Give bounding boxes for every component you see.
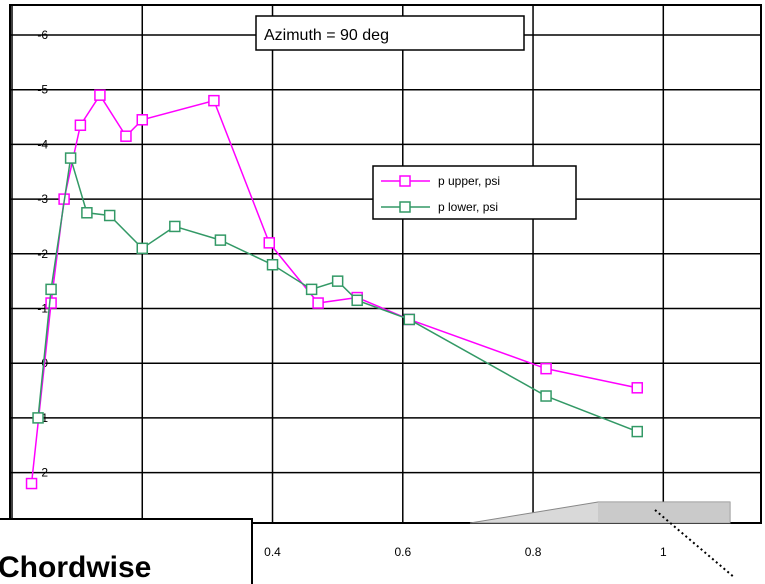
data-point (136, 242, 149, 255)
data-point (631, 425, 644, 438)
data-point (120, 130, 132, 142)
legend-marker-lower (399, 201, 411, 213)
y-tick-label: -2 (37, 247, 48, 261)
data-point (403, 313, 416, 326)
data-point (25, 477, 38, 490)
y-tick-label: 2 (41, 466, 48, 480)
y-tick-label: -6 (37, 28, 48, 42)
data-point (81, 207, 93, 219)
data-point (64, 152, 77, 164)
data-point (351, 294, 363, 307)
plot-area (9, 4, 762, 524)
y-tick-label: -3 (37, 192, 48, 206)
chordwise-label: Chordwise (0, 551, 151, 584)
legend-marker-upper (399, 175, 411, 187)
data-point (540, 362, 552, 375)
x-tick-label: 0.6 (394, 545, 411, 559)
data-point (169, 220, 181, 233)
data-point (214, 234, 227, 246)
y-tick-label: -5 (37, 83, 48, 97)
data-point (631, 382, 644, 394)
data-point (312, 297, 324, 309)
chordwise-box (0, 518, 253, 584)
x-tick-label: 0.8 (525, 545, 542, 559)
title-box (255, 15, 525, 51)
legend: p upper, psi p lower, psi (372, 165, 577, 220)
data-point (45, 297, 57, 309)
data-point (94, 89, 106, 101)
data-point (266, 258, 279, 271)
y-tick-label: 1 (41, 411, 48, 425)
data-point (74, 119, 87, 132)
data-point (263, 237, 276, 249)
airfoil-hatch (598, 502, 730, 523)
data-point (103, 209, 116, 222)
data-point (208, 94, 220, 107)
legend-label-upper: p upper, psi (438, 174, 500, 188)
grid-lines (10, 5, 761, 523)
series-group (25, 89, 644, 490)
x-tick-label: 1 (660, 545, 667, 559)
data-point (45, 283, 57, 296)
data-point (331, 275, 344, 287)
data-point (32, 412, 44, 424)
x-tick-labels: 0.4 0.6 0.8 1 (264, 545, 667, 559)
data-point (305, 283, 318, 296)
chart-title: Azimuth = 90 deg (264, 27, 389, 44)
legend-label-lower: p lower, psi (438, 200, 498, 214)
y-tick-label: -1 (37, 302, 48, 316)
data-point (136, 114, 149, 126)
data-point (540, 390, 552, 402)
y-tick-label: -4 (37, 137, 48, 151)
x-tick-label: 0.4 (264, 545, 281, 559)
